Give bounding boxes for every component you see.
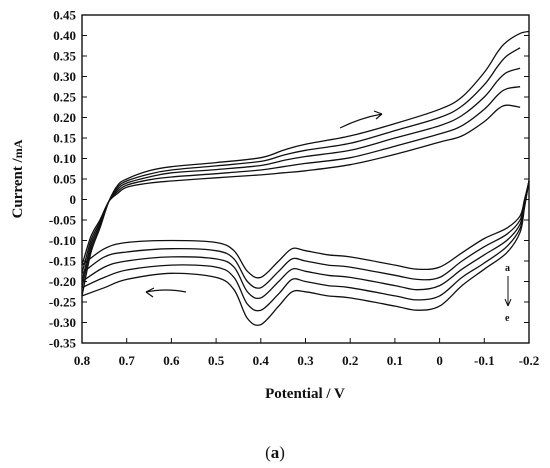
y-tick-label: 0.45 xyxy=(53,8,76,23)
series-d-cathodic-line xyxy=(81,180,530,312)
y-tick-label: 0.25 xyxy=(53,90,76,105)
y-tick-label: -0.30 xyxy=(49,315,76,330)
y-tick-label: 0.20 xyxy=(53,110,76,125)
y-tick-label: 0.30 xyxy=(53,69,76,84)
series-a-cathodic-line xyxy=(81,180,530,279)
y-tick-label: 0.40 xyxy=(53,28,76,43)
series-e-cathodic-line xyxy=(81,180,530,326)
y-axis-title-main: Current / xyxy=(10,157,26,218)
y-tick-label: 0.05 xyxy=(53,172,76,187)
x-tick-label: 0.2 xyxy=(342,353,358,368)
y-tick-label: 0.35 xyxy=(53,49,76,64)
anodic-scan-arrow xyxy=(339,110,383,129)
series-order-label-start: a xyxy=(505,263,510,274)
y-tick-label: -0.35 xyxy=(49,336,77,351)
x-tick-label: 0.6 xyxy=(163,353,180,368)
y-axis-title-unit: mA xyxy=(11,139,25,158)
series-order-label-end: e xyxy=(505,313,510,324)
x-tick-label: 0.4 xyxy=(253,353,270,368)
series-e-anodic-line xyxy=(81,30,530,297)
x-tick-label: -0.2 xyxy=(519,353,540,368)
y-axis-title: Current /mA xyxy=(10,139,26,218)
x-tick-label: 0.7 xyxy=(119,353,136,368)
caption-open: ( xyxy=(265,443,271,462)
cathodic-scan-arrow xyxy=(145,287,187,298)
y-tick-label: 0.10 xyxy=(53,151,76,166)
series-order-arrow xyxy=(504,276,512,307)
x-tick-label: 0.3 xyxy=(297,353,314,368)
series-group xyxy=(81,30,530,326)
x-tick-label: 0 xyxy=(436,353,443,368)
x-tick-label: 0.1 xyxy=(387,353,403,368)
figure-caption: (a) xyxy=(265,443,285,462)
y-tick-label: -0.20 xyxy=(49,274,76,289)
caption-close: ) xyxy=(279,443,285,462)
series-c-cathodic-line xyxy=(81,180,530,300)
series-d-anodic-line xyxy=(81,47,521,288)
x-axis-title: Potential / V xyxy=(265,386,345,402)
y-tick-label: 0 xyxy=(70,192,77,207)
y-tick-label: -0.10 xyxy=(49,233,76,248)
y-tick-label: -0.05 xyxy=(49,213,77,228)
y-tick-label: -0.15 xyxy=(49,254,77,269)
x-tick-label: 0.8 xyxy=(74,353,91,368)
y-tick-label: 0.15 xyxy=(53,131,76,146)
y-axis: 0.45 0.40 0.35 0.30 0.25 0.20 0.15 0.10 0.05 0 -0.… xyxy=(49,8,529,351)
x-axis: 0.8 0.7 0.6 0.5 0.4 0.3 0.2 0.1 0 -0.1 -0.2 xyxy=(74,338,539,368)
y-tick-label: -0.25 xyxy=(49,295,77,310)
series-b-cathodic-line xyxy=(81,180,530,289)
series-b-anodic-line xyxy=(81,86,521,274)
x-tick-label: 0.5 xyxy=(208,353,225,368)
x-tick-label: -0.1 xyxy=(474,353,495,368)
caption-letter: a xyxy=(271,443,280,462)
